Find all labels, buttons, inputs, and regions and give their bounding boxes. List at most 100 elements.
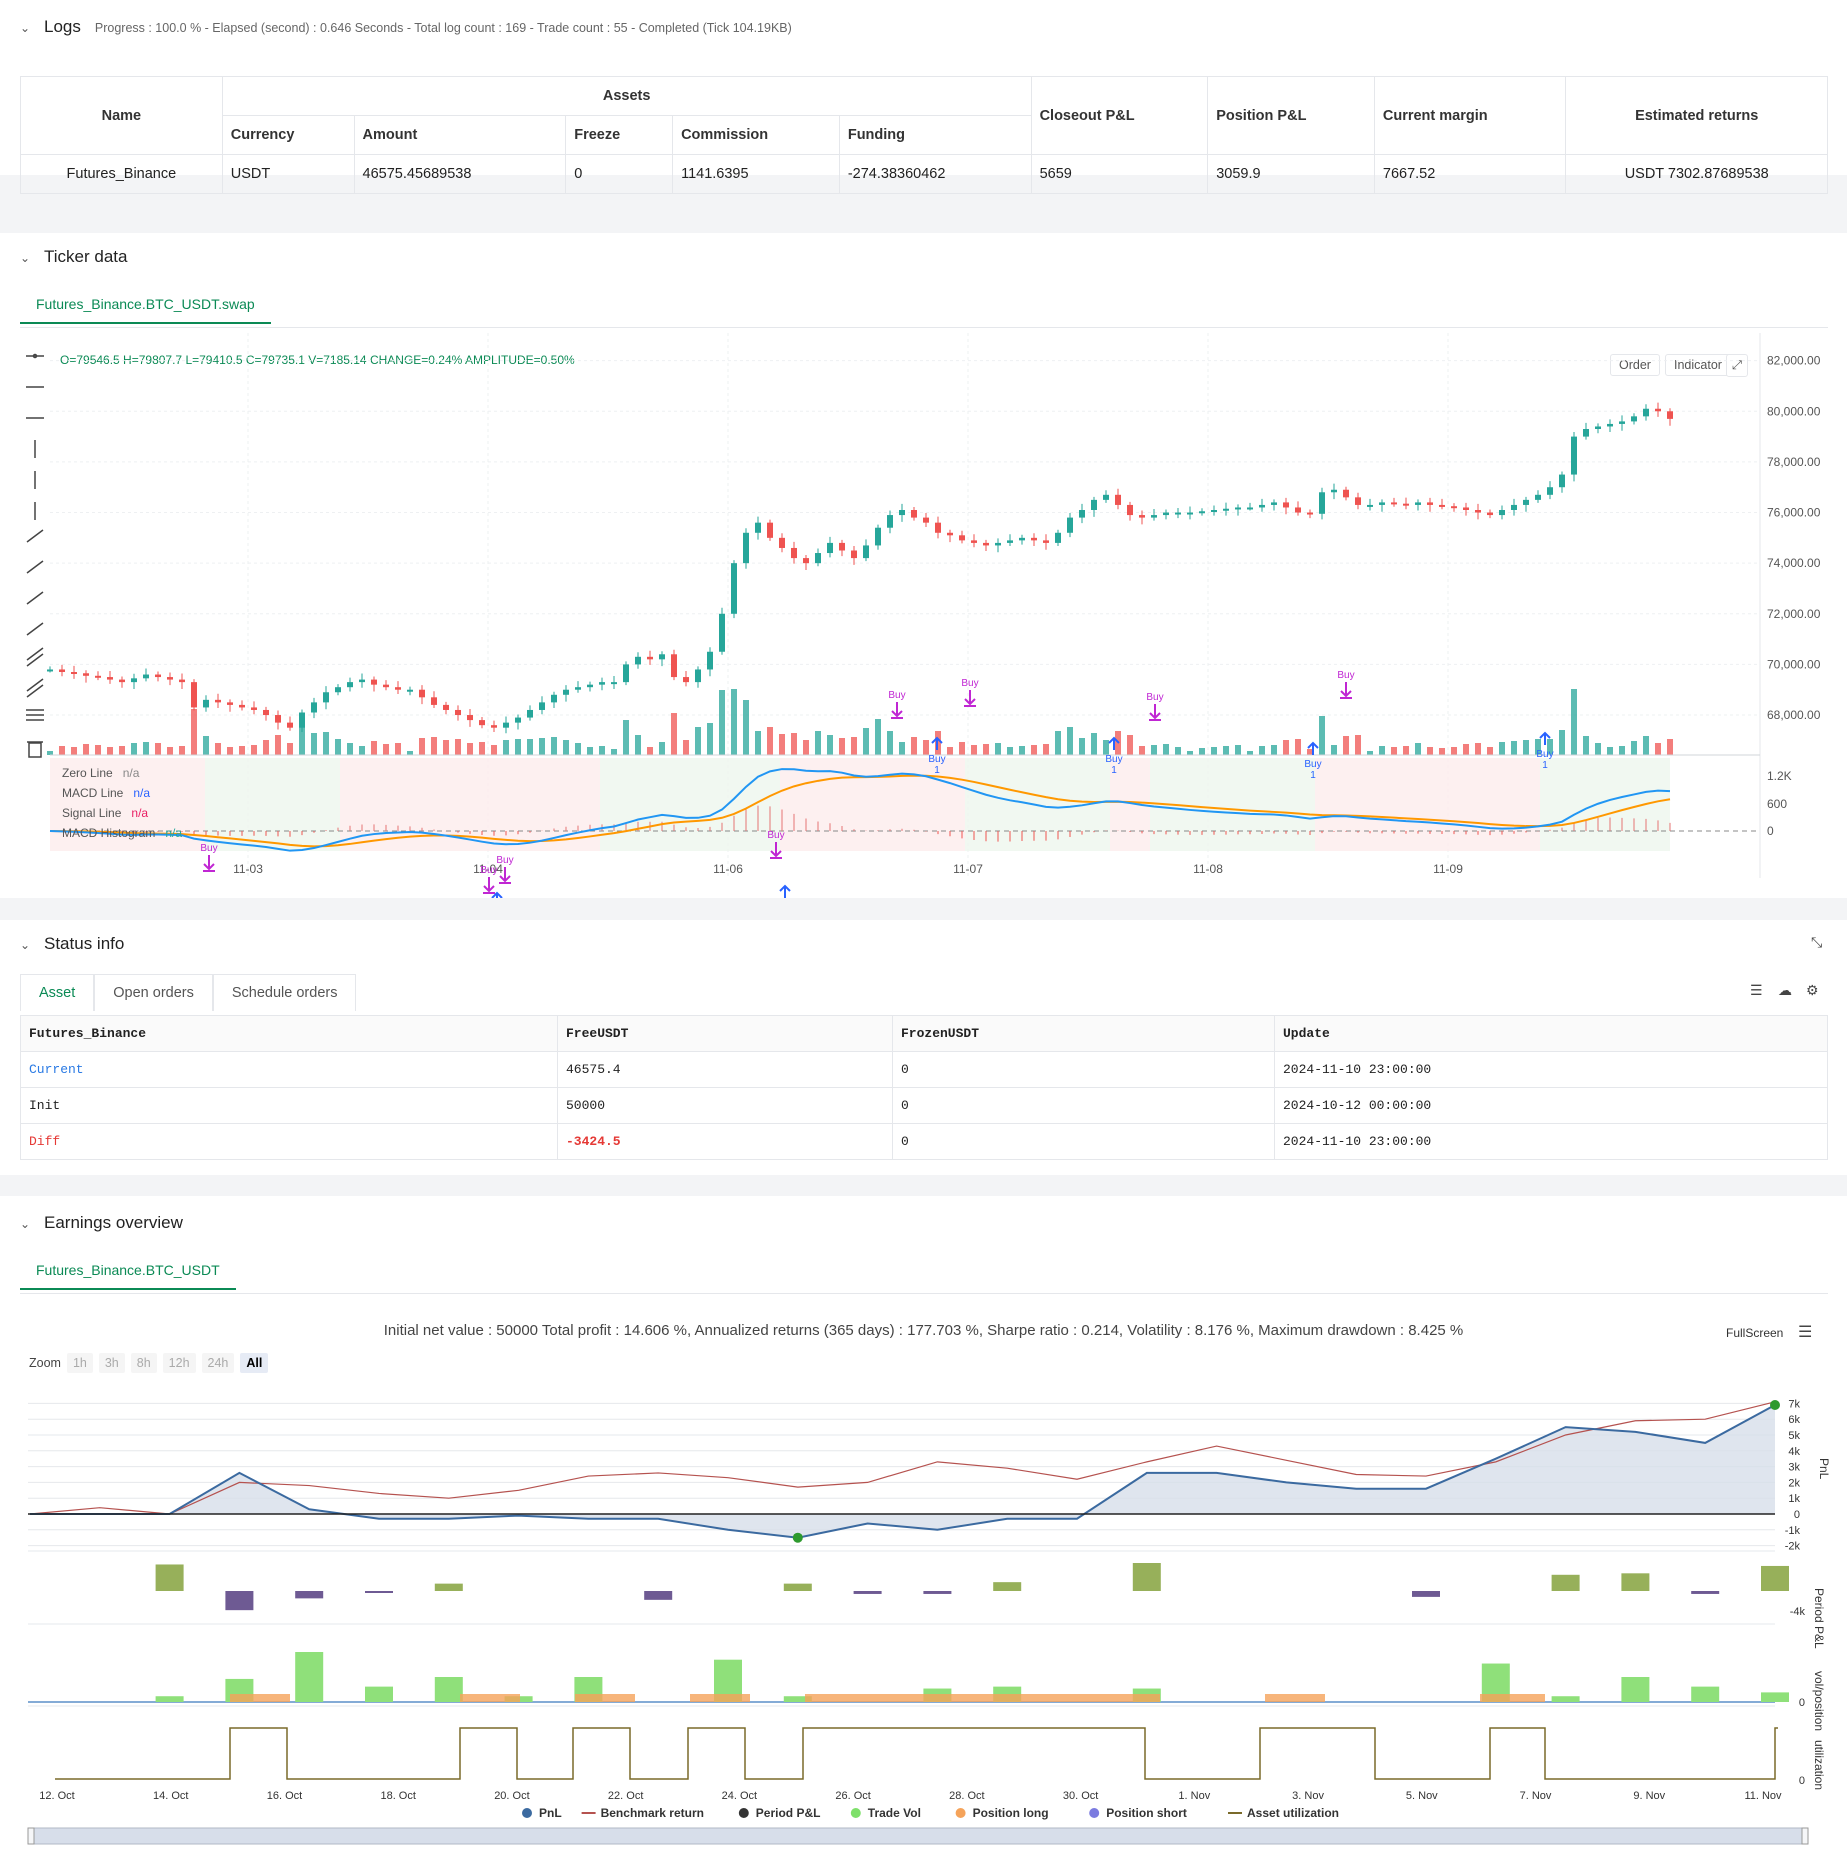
chevron-down-icon[interactable]: ⌄ <box>20 251 31 265</box>
parallel-channel-tool-icon[interactable] <box>26 647 44 667</box>
candlestick-chart[interactable]: 82,000.00 80,000.00 78,000.00 76,000.00 74,0… <box>0 233 1847 898</box>
legend-item[interactable]: Trade Vol <box>850 1806 921 1820</box>
legend-item[interactable]: Position short <box>1089 1806 1187 1820</box>
volume-bar <box>239 746 245 755</box>
legend-item[interactable]: PnL <box>522 1806 562 1820</box>
volume-bar <box>1619 746 1625 755</box>
legend-label: Period P&L <box>756 1806 821 1820</box>
zoom-8h[interactable]: 8h <box>130 1353 157 1373</box>
date-tick-label: 22. Oct <box>608 1790 643 1802</box>
candle-body <box>899 510 905 516</box>
volume-bar <box>1607 747 1613 755</box>
buy-signal-marker[interactable]: Buy <box>767 830 785 859</box>
buy-signal-marker[interactable]: Buy <box>480 865 498 894</box>
chevron-down-icon[interactable]: ⌄ <box>20 1217 31 1231</box>
navigator-left-handle[interactable] <box>27 1827 35 1845</box>
legend-item[interactable]: Benchmark return <box>581 1806 704 1820</box>
buy-signal-marker[interactable]: Buy <box>1337 670 1355 699</box>
tab-open-orders[interactable]: Open orders <box>94 974 213 1011</box>
buy-signal-marker[interactable]: Buy <box>496 855 514 884</box>
volume-bar <box>1415 743 1421 755</box>
fib-channel-tool-icon[interactable] <box>26 678 44 698</box>
volume-bar <box>1175 747 1181 755</box>
ray-tool-icon[interactable] <box>26 560 44 574</box>
fullscreen-button[interactable]: FullScreen <box>1726 1326 1784 1340</box>
ohlc-readout: O=79546.5 H=79807.7 L=79410.5 C=79735.1 … <box>60 353 575 367</box>
date-tick-label: 9. Nov <box>1633 1790 1665 1802</box>
volume-bar <box>1475 743 1481 755</box>
volume-bar <box>875 719 881 755</box>
period-pnl-bar <box>295 1591 324 1599</box>
tab-ticker-symbol[interactable]: Futures_Binance.BTC_USDT.swap <box>20 286 271 324</box>
list-icon[interactable]: ☰ <box>1750 982 1763 998</box>
legend-item[interactable]: Position long <box>955 1806 1049 1820</box>
chevron-down-icon[interactable]: ⌄ <box>20 21 31 35</box>
navigator-right-handle[interactable] <box>1801 1827 1809 1845</box>
price-label-tool-icon[interactable] <box>26 622 44 636</box>
candle-body <box>1463 507 1469 510</box>
period-axis-title: Period P&L <box>1812 1588 1826 1649</box>
volume-bar <box>1655 743 1661 755</box>
chevron-down-icon[interactable]: ⌄ <box>20 938 31 952</box>
candle-body <box>83 673 89 676</box>
date-tick-label: 11-07 <box>953 862 983 876</box>
buy-signal-marker[interactable]: Buy <box>961 678 979 707</box>
date-tick-label: 28. Oct <box>949 1790 984 1802</box>
status-header[interactable]: ⌄ Status info <box>20 934 124 954</box>
expand-icon[interactable]: ⤢ <box>1726 354 1749 377</box>
period-pnl-bar <box>783 1583 812 1591</box>
horizontal-line-tool-icon[interactable] <box>26 353 44 359</box>
cell-position: 3059.9 <box>1207 154 1375 194</box>
logs-header[interactable]: ⌄ Logs Progress : 100.0 % - Elapsed (secon… <box>20 17 792 37</box>
candle-body <box>1439 504 1445 507</box>
candle-body <box>515 717 521 723</box>
pnl-tick-label: 3k <box>1788 1462 1800 1474</box>
legend-item[interactable]: Period P&L <box>738 1806 821 1820</box>
tab-schedule-orders[interactable]: Schedule orders <box>212 974 357 1011</box>
menu-icon[interactable]: ☰ <box>1798 1324 1813 1341</box>
earnings-chart[interactable]: 7k 6k 5k 4k 3k 2k 1k 0 -1k -2k PnL -4k Period P&L 0 vo… <box>0 1196 1847 1876</box>
volume-bar <box>1223 746 1229 755</box>
macd-regime-band <box>205 758 340 851</box>
fib-retracement-tool-icon[interactable] <box>26 709 44 721</box>
zoom-1h[interactable]: 1h <box>66 1353 93 1373</box>
earnings-header[interactable]: ⌄ Earnings overview <box>20 1213 183 1233</box>
zoom-24h[interactable]: 24h <box>201 1353 235 1373</box>
candle-body <box>983 542 989 546</box>
indicator-button[interactable]: Indicator <box>1665 354 1731 376</box>
cloud-download-icon[interactable]: ☁ <box>1778 982 1792 998</box>
gear-icon[interactable]: ⚙ <box>1806 982 1819 998</box>
zoom-all[interactable]: All <box>240 1353 269 1373</box>
tab-asset[interactable]: Asset <box>20 974 95 1011</box>
volume-bar <box>995 743 1001 755</box>
zoom-12h[interactable]: 12h <box>162 1353 196 1373</box>
volume-bar <box>479 742 485 755</box>
trash-icon[interactable] <box>27 741 43 758</box>
position-long-band <box>230 1694 290 1702</box>
candle-body <box>347 682 353 688</box>
segment-tool-icon[interactable] <box>26 591 44 605</box>
buy-signal-marker[interactable]: Buy <box>1146 692 1164 721</box>
volume-bar <box>1295 739 1301 755</box>
buy-signal-marker[interactable]: Buy <box>888 690 906 719</box>
pnl-tick-label: 0 <box>1794 1509 1800 1521</box>
tab-earnings-symbol[interactable]: Futures_Binance.BTC_USDT <box>20 1252 236 1290</box>
zoom-3h[interactable]: 3h <box>98 1353 125 1373</box>
navigator-scrollbar[interactable] <box>27 1827 1809 1845</box>
candle-body <box>1343 489 1349 498</box>
volume-bar <box>311 733 317 755</box>
trend-line-tool-icon[interactable] <box>26 529 44 543</box>
pnl-tick-label: -2k <box>1785 1541 1801 1553</box>
vol-axis-title: vol/position <box>1812 1671 1826 1731</box>
legend-item[interactable]: Asset utilization <box>1228 1806 1339 1820</box>
collapse-icon[interactable]: ⤡ <box>1811 934 1823 950</box>
order-button[interactable]: Order <box>1610 354 1660 376</box>
buy-signal-marker[interactable]: Buy <box>200 843 218 872</box>
ticker-header[interactable]: ⌄ Ticker data <box>20 247 127 267</box>
